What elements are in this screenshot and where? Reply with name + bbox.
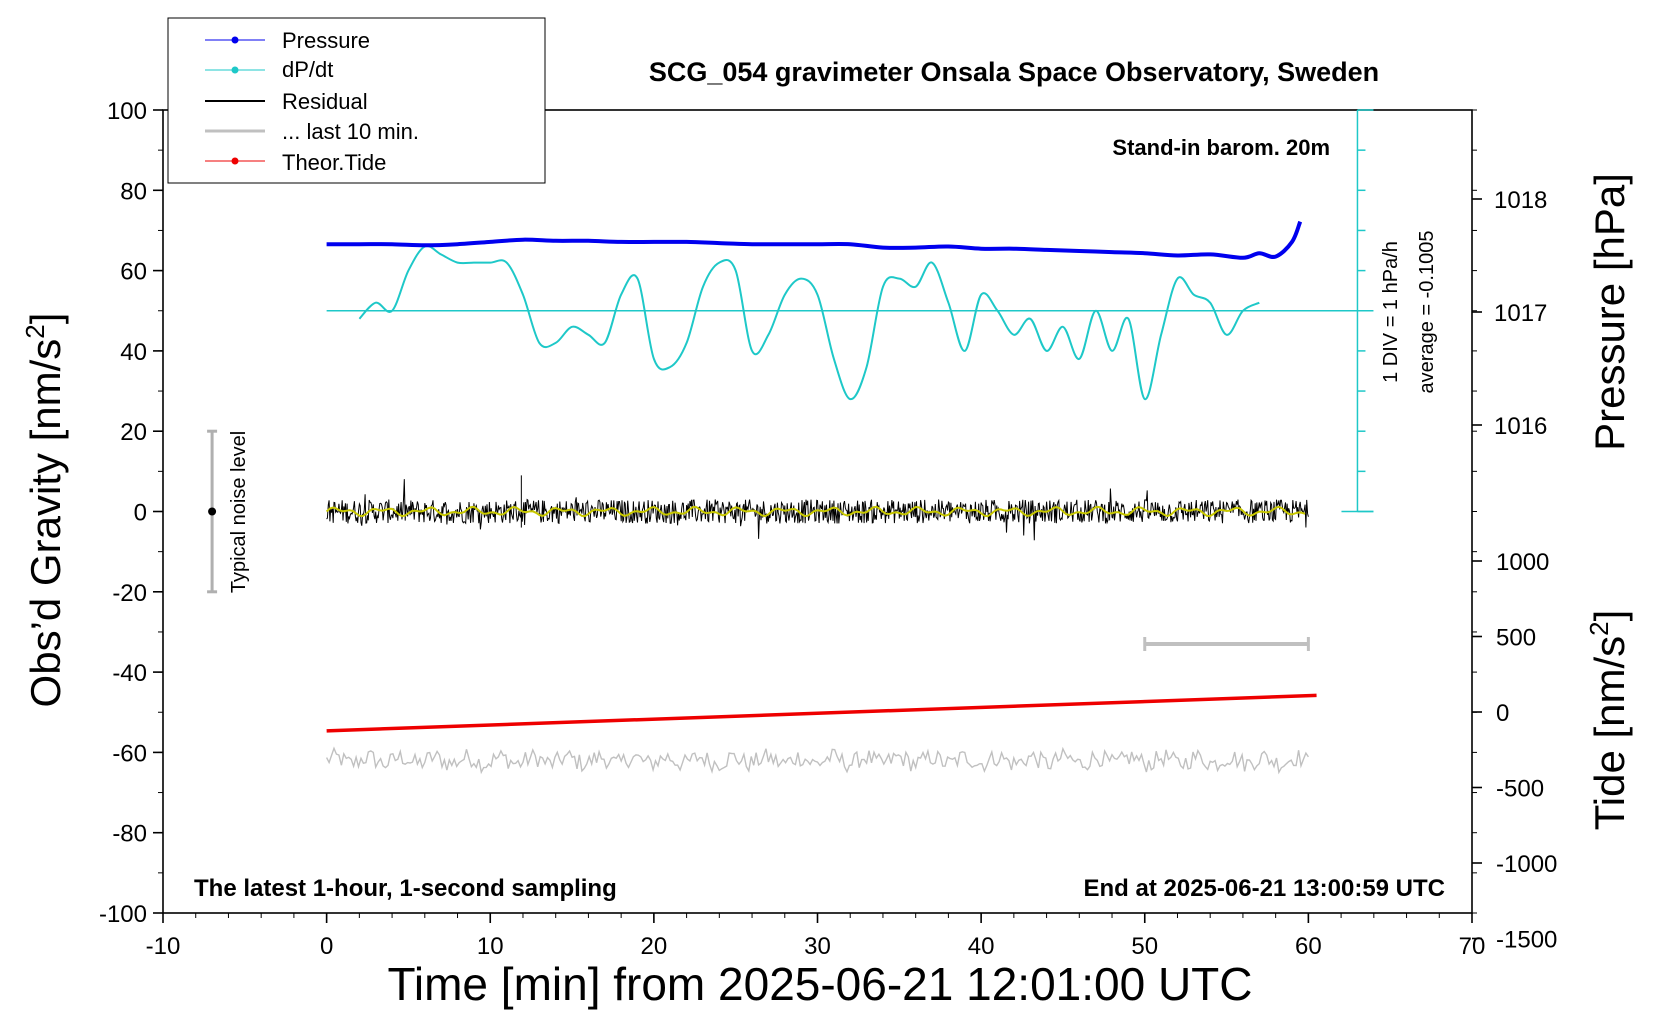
sampling-note: The latest 1-hour, 1-second sampling xyxy=(194,875,617,902)
y-tick-label: -20 xyxy=(112,580,147,607)
y-tick-label: -40 xyxy=(112,660,147,687)
series-residual-offset xyxy=(325,746,1309,775)
series-dpdt xyxy=(358,244,1260,401)
y-axis-label-pressure: Pressure [hPa] xyxy=(1586,173,1633,451)
y-tick-label: 100 xyxy=(107,98,147,125)
x-tick-label: 30 xyxy=(804,933,831,960)
tide-tick-label: 500 xyxy=(1496,625,1536,652)
y-axis-label-gravity: Obs’d Gravity [nm/s2] xyxy=(20,313,69,708)
y-tick-label: -60 xyxy=(112,740,147,767)
div-note: 1 DIV = 1 hPa/h xyxy=(1380,241,1402,383)
legend-last10-label: ... last 10 min. xyxy=(282,119,419,144)
legend-tide-label: Theor.Tide xyxy=(282,150,386,175)
tide-tick-label: -1000 xyxy=(1496,851,1557,878)
y-tick-label: 60 xyxy=(120,259,147,286)
x-tick-label: 10 xyxy=(477,933,504,960)
barometer-note: Stand-in barom. 20m xyxy=(1112,135,1330,160)
y-tick-label: 20 xyxy=(120,419,147,446)
y-tick-label: 0 xyxy=(134,500,147,527)
pressure-tick-label: 1017 xyxy=(1494,300,1547,327)
x-tick-label: 40 xyxy=(968,933,995,960)
series-theoretical-tide xyxy=(326,693,1317,733)
tide-tick-label: -1500 xyxy=(1496,927,1557,954)
tide-tick-label: -500 xyxy=(1496,776,1544,803)
pressure-tick-label: 1018 xyxy=(1494,187,1547,214)
legend-dpdt-marker xyxy=(231,66,239,74)
legend-dpdt-label: dP/dt xyxy=(282,57,333,82)
tide-tick-label: 1000 xyxy=(1496,549,1549,576)
noise-level-label: Typical noise level xyxy=(228,431,250,593)
y-tick-label: -80 xyxy=(112,821,147,848)
series-pressure xyxy=(326,220,1303,260)
legend-pressure-label: Pressure xyxy=(282,28,370,53)
series-layer xyxy=(207,220,1317,775)
x-tick-label: 0 xyxy=(320,933,333,960)
end-time-note: End at 2025-06-21 13:00:59 UTC xyxy=(1084,875,1446,902)
axis-ticks: -10 0 10 20 30 40 50 60 70-100-80-60-40-20020406… xyxy=(99,98,1557,960)
x-tick-label: 50 xyxy=(1131,933,1158,960)
series-residual xyxy=(326,479,1309,541)
average-note: average = -0.1005 xyxy=(1416,231,1438,394)
x-tick-label: 60 xyxy=(1295,933,1322,960)
noise-center-dot xyxy=(208,507,217,516)
legend-tide-marker xyxy=(231,157,239,165)
series-residual-filtered xyxy=(325,505,1306,518)
chart-title: SCG_054 gravimeter Onsala Space Observat… xyxy=(649,57,1379,87)
tide-tick-label: 0 xyxy=(1496,700,1509,727)
x-axis-label: Time [min] from 2025-06-21 12:01:00 UTC xyxy=(388,958,1253,1010)
pressure-tick-label: 1016 xyxy=(1494,413,1547,440)
legend-pressure-marker xyxy=(231,36,239,44)
legend-residual-label: Residual xyxy=(282,89,368,114)
x-tick-label: 70 xyxy=(1459,933,1486,960)
y-tick-label: 40 xyxy=(120,339,147,366)
y-tick-label: 80 xyxy=(120,178,147,205)
y-tick-label: -100 xyxy=(99,901,147,928)
legend: Pressure dP/dt Residual ... last 10 min.… xyxy=(167,17,546,184)
x-tick-label: 20 xyxy=(641,933,668,960)
x-tick-label: -10 xyxy=(146,933,181,960)
y-axis-label-tide: Tide [nm/s2] xyxy=(1584,610,1633,831)
